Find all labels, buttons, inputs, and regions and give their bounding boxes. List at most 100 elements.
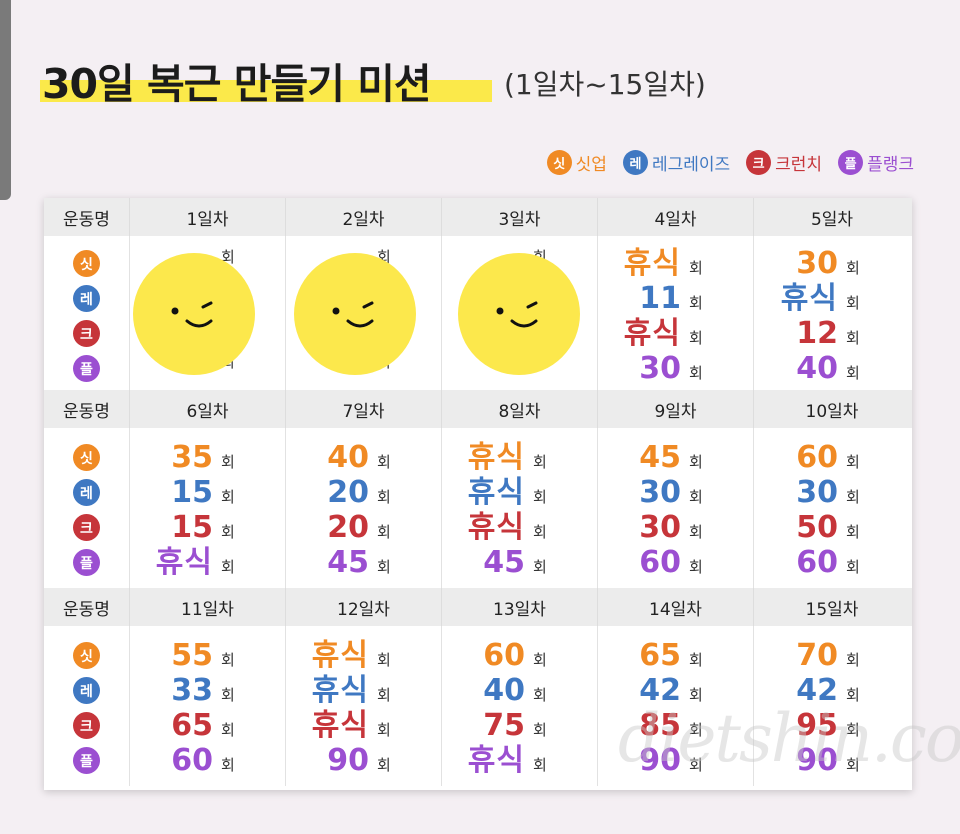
exercise-icon: 싯 <box>73 444 100 471</box>
day-header: 2일차 <box>286 198 442 236</box>
day-header: 5일차 <box>810 209 854 230</box>
smiley-sticker-icon <box>458 253 580 375</box>
day-header: 3일차 <box>442 198 598 236</box>
count-unit: 회 <box>846 364 860 382</box>
row-header-label: 운동명 <box>44 588 130 626</box>
exercise-count-row: 휴식 회 <box>312 708 395 743</box>
count-value: 33 <box>171 673 213 708</box>
count-value: 휴식 <box>311 638 369 673</box>
count-unit: 회 <box>846 488 860 506</box>
count-unit: 회 <box>377 686 391 704</box>
smiley-sticker-icon <box>133 253 255 375</box>
legend-item: 플 플랭크 <box>838 150 914 175</box>
exercise-icon: 레 <box>73 479 100 506</box>
count-value: 70 <box>796 638 838 673</box>
exercise-icon: 플 <box>73 747 100 774</box>
count-value: 휴식 <box>623 246 681 281</box>
day-cell: 휴식 회 휴식 회 휴식 회 90 회 <box>286 626 442 786</box>
exercise-count-row: 휴식 회 <box>468 510 551 545</box>
count-value: 30 <box>639 351 681 386</box>
count-value: 60 <box>796 440 838 475</box>
count-value: 30 <box>796 246 838 281</box>
day-cell: 60 회 30 회 50 회 60 회 <box>754 428 910 588</box>
exercise-count-row: 휴식 회 <box>468 475 551 510</box>
count-value: 42 <box>796 673 838 708</box>
count-value: 11 <box>639 281 681 316</box>
exercise-count-row: 85 회 <box>639 708 707 743</box>
day-cell: 60 회 40 회 75 회 휴식 회 <box>442 626 598 786</box>
exercise-count-row: 60 회 <box>171 743 239 778</box>
count-unit: 회 <box>221 756 235 774</box>
row-header-label: 운동명 <box>44 390 130 428</box>
count-value: 90 <box>796 743 838 778</box>
count-unit: 회 <box>533 523 547 541</box>
count-unit: 회 <box>533 651 547 669</box>
count-value: 20 <box>327 510 369 545</box>
count-value: 40 <box>483 673 525 708</box>
exercise-count-row: 40 회 <box>327 440 395 475</box>
exercise-count-row: 90 회 <box>639 743 707 778</box>
count-value: 12 <box>796 316 838 351</box>
exercise-count-row: 90 회 <box>796 743 864 778</box>
count-value: 30 <box>639 475 681 510</box>
watermark: dietshin.com <box>618 700 960 777</box>
count-value: 90 <box>327 743 369 778</box>
exercise-icon: 싯 <box>73 250 100 277</box>
exercise-count-row: 95 회 <box>796 708 864 743</box>
count-unit: 회 <box>377 558 391 576</box>
count-value: 15 <box>171 475 213 510</box>
legend-label: 플랭크 <box>867 155 914 175</box>
count-unit: 회 <box>533 721 547 739</box>
exercise-count-row: 30 회 <box>796 475 864 510</box>
exercise-count-row: 60 회 <box>796 440 864 475</box>
day-header: 7일차 <box>286 390 442 428</box>
day-cell: 40 회 20 회 20 회 45 회 <box>286 428 442 588</box>
exercise-count-row: 70 회 <box>796 638 864 673</box>
count-unit: 회 <box>533 488 547 506</box>
exercise-count-row: 11 회 <box>639 281 707 316</box>
exercise-icon: 싯 <box>73 642 100 669</box>
row-header-label: 운동명 <box>44 198 130 236</box>
exercise-count-row: 40 회 <box>796 351 864 386</box>
count-unit: 회 <box>689 488 703 506</box>
exercise-icon: 크 <box>73 514 100 541</box>
exercise-count-row: 60 회 <box>483 638 551 673</box>
exercise-count-row: 65 회 <box>171 708 239 743</box>
count-value: 휴식 <box>155 545 213 580</box>
count-value: 65 <box>639 638 681 673</box>
day-header: 12일차 <box>286 588 442 626</box>
exercise-icon: 크 <box>73 320 100 347</box>
legend-exercise-icon: 플 <box>838 150 864 175</box>
page-subtitle: (1일차~15일차) <box>504 68 706 101</box>
count-unit: 회 <box>377 453 391 471</box>
table-body-row: 싯 레 크 플 35 회 15 회 15 회 휴식 회 40 회 20 회 20 회 45 회 휴식 회 휴식 회 휴식 회 45 회… <box>44 428 912 588</box>
exercise-count-row: 12 회 <box>796 316 864 351</box>
count-value: 휴식 <box>467 475 525 510</box>
day-cell: 65 회 42 회 85 회 90 회 <box>598 626 754 786</box>
count-unit: 회 <box>377 756 391 774</box>
count-value: 30 <box>639 510 681 545</box>
exercise-count-row: 33 회 <box>171 673 239 708</box>
exercise-count-row: 30 회 <box>639 510 707 545</box>
exercise-count-row: 20 회 <box>327 510 395 545</box>
day-header: 10일차 <box>805 401 859 422</box>
exercise-count-row: 15 회 <box>171 475 239 510</box>
count-unit: 회 <box>689 721 703 739</box>
title-block: 30일 복근 만들기 미션 <box>40 54 492 114</box>
exercise-count-row: 50 회 <box>796 510 864 545</box>
scrollbar[interactable] <box>0 0 11 200</box>
count-unit: 회 <box>846 453 860 471</box>
count-unit: 회 <box>377 651 391 669</box>
count-value: 55 <box>171 638 213 673</box>
count-value: 20 <box>327 475 369 510</box>
day-cell: 45 회 30 회 30 회 60 회 <box>598 428 754 588</box>
count-unit: 회 <box>689 329 703 347</box>
exercise-count-row: 45 회 <box>327 545 395 580</box>
count-value: 85 <box>639 708 681 743</box>
count-value: 휴식 <box>780 281 838 316</box>
count-value: 35 <box>171 440 213 475</box>
title-highlight <box>40 80 492 102</box>
count-unit: 회 <box>689 523 703 541</box>
count-unit: 회 <box>221 721 235 739</box>
